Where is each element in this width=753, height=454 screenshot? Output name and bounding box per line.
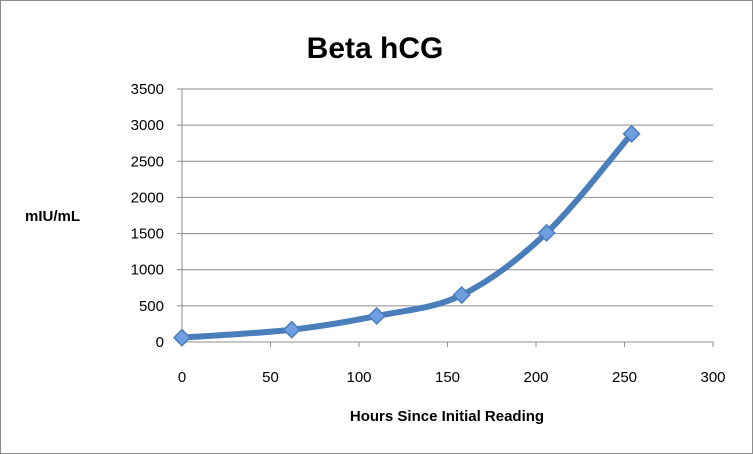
y-tick-label: 500: [139, 298, 164, 315]
data-point-marker: [537, 223, 556, 242]
chart-title: Beta hCG: [307, 32, 444, 65]
x-axis-label: Hours Since Initial Reading: [350, 408, 544, 425]
series-line: [179, 130, 635, 341]
data-point-marker: [622, 124, 641, 143]
x-tick-label: 150: [435, 369, 460, 386]
y-tick-label: 3000: [131, 117, 164, 134]
data-series: [172, 124, 641, 347]
y-axis-label: mIU/mL: [25, 208, 80, 225]
tick-labels: 0 500 1000 1500 2000 2500 3000 3500 0 50 100 150 200…: [131, 81, 726, 386]
data-point-marker: [367, 306, 386, 326]
y-tick-label: 1500: [131, 226, 164, 243]
y-tick-label: 3500: [131, 81, 164, 98]
grid-lines: [182, 88, 713, 307]
x-tick-label: 250: [612, 369, 637, 386]
y-tick-label: 0: [156, 334, 164, 351]
data-point-marker: [452, 285, 471, 305]
data-point-marker: [282, 320, 301, 339]
data-point-marker: [172, 328, 192, 347]
x-tick-label: 100: [346, 369, 371, 386]
x-tick-label: 300: [700, 369, 725, 386]
y-tick-label: 2000: [131, 189, 164, 206]
y-tick-label: 2500: [131, 153, 164, 170]
axes: [177, 88, 714, 347]
x-tick-label: 0: [178, 369, 186, 386]
x-tick-label: 200: [523, 369, 548, 386]
x-tick-label: 50: [262, 369, 279, 386]
y-tick-label: 1000: [131, 262, 164, 279]
